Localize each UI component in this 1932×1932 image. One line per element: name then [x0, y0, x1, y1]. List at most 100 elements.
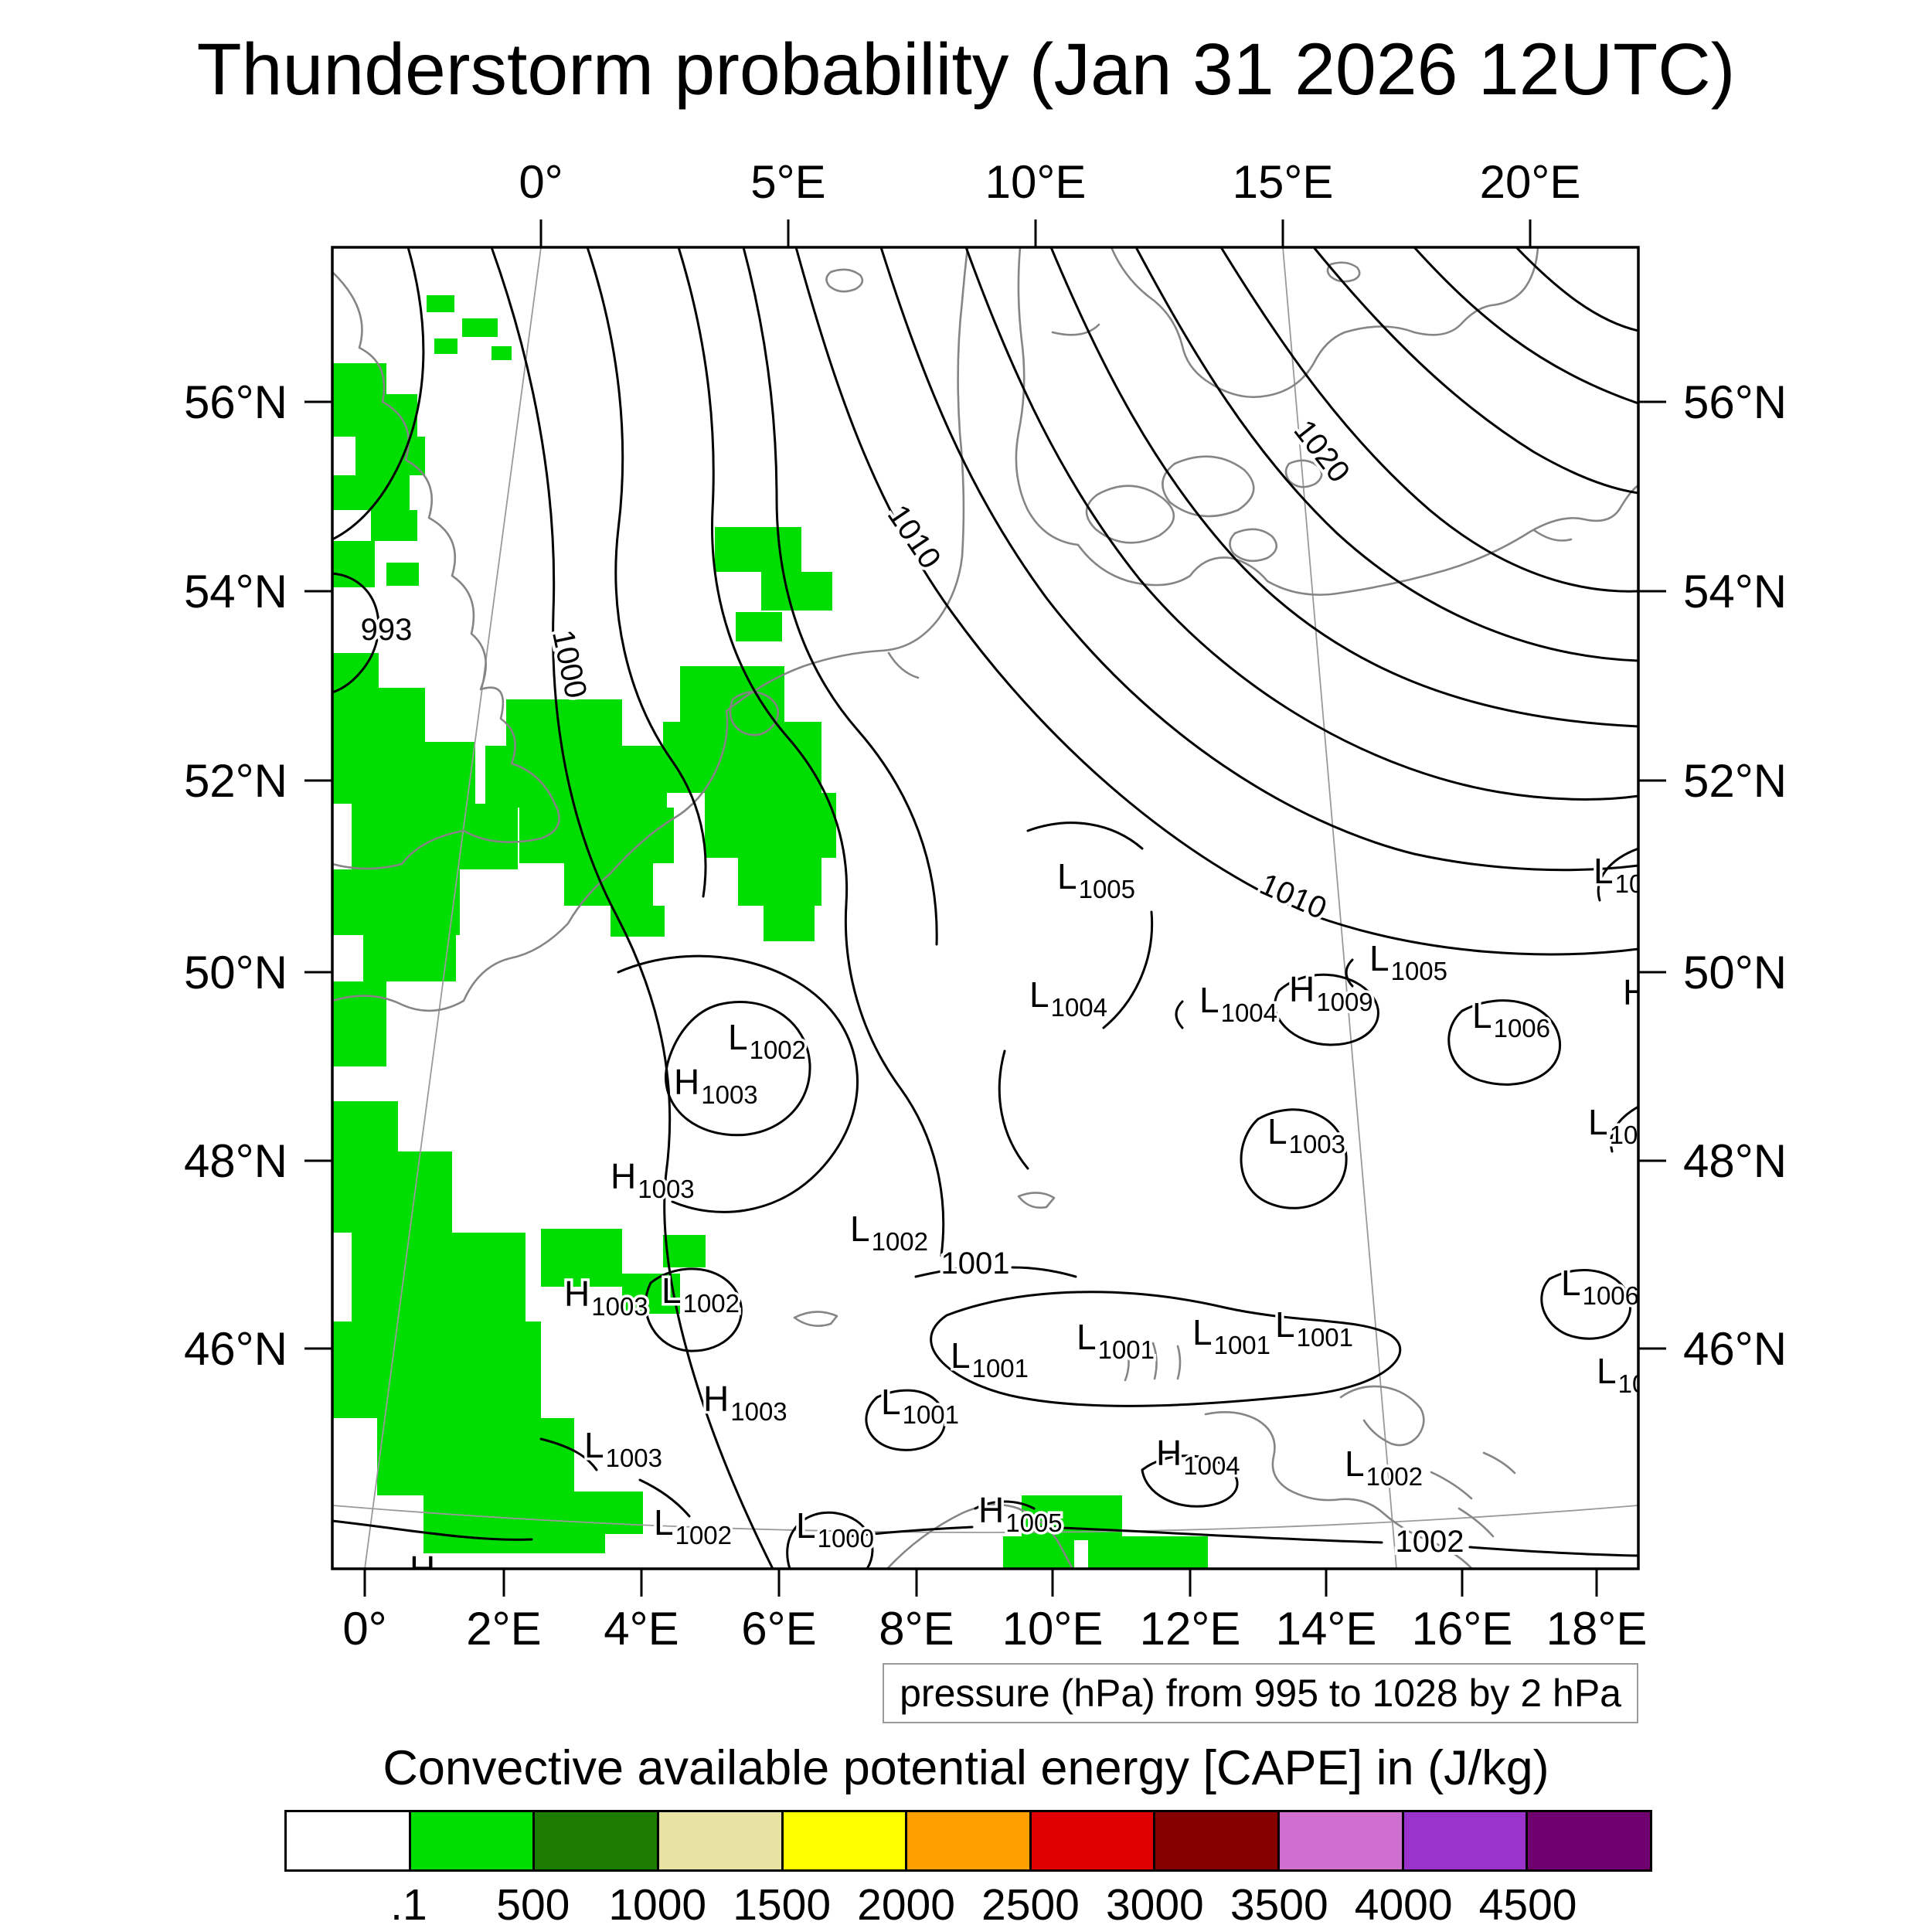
pressure-center-label: L1003: [1267, 1111, 1345, 1158]
map-frame: [331, 246, 1640, 1570]
bottom-tick-label: 16°E: [1412, 1603, 1513, 1655]
pressure-center-label: L1001: [1275, 1304, 1353, 1352]
isobar-1008-loop-h1009: [1274, 973, 1379, 1046]
isobar-1016: [1049, 247, 1638, 728]
colorbar-tick-label: 500: [496, 1880, 570, 1930]
pressure-center-label: L1002: [662, 1270, 740, 1318]
isobar-right-edge-arcs: [1597, 847, 1638, 1153]
pressure-center-label: H1003: [410, 1549, 494, 1596]
pressure-center-label: L1001: [1192, 1312, 1270, 1359]
isobar-1018: [1134, 247, 1638, 662]
colorbar-tick-label: .1: [390, 1880, 427, 1930]
colorbar-tick-label: 4500: [1478, 1880, 1577, 1930]
contour-label: 993: [361, 613, 413, 647]
isobar-1002-loop-france: [665, 1001, 811, 1137]
pressure-center-label: L1001: [881, 1382, 959, 1429]
contour-label: 1010: [1255, 867, 1332, 926]
coastline-denmark-islands: [1015, 247, 1278, 563]
bottom-tick-label: 0°: [342, 1603, 386, 1655]
isobar-993: [332, 572, 380, 694]
left-tick-label: 48°N: [184, 1135, 287, 1187]
right-tick-label: 46°N: [1683, 1323, 1787, 1375]
coastline-ijsselmeer: [729, 651, 920, 736]
pressure-center-label: L1006: [1594, 851, 1672, 898]
isobar-1022: [1312, 247, 1638, 495]
right-tick-label: 54°N: [1683, 566, 1787, 617]
pressure-center-label: L1001: [951, 1335, 1029, 1383]
isobar-1024: [1413, 247, 1638, 405]
cape-shading-layer: [332, 295, 1208, 1569]
bottom-tick-label: 2°E: [466, 1603, 541, 1655]
left-tick-label: 46°N: [184, 1323, 287, 1375]
left-tick-label: 56°N: [184, 376, 287, 428]
pressure-center-label: H1005: [978, 1490, 1063, 1537]
colorbar-tick-label: 3500: [1230, 1880, 1328, 1930]
top-tick-label: 15°E: [1233, 156, 1334, 208]
pressure-center-label: L1001: [1077, 1317, 1155, 1364]
right-tick-label: 50°N: [1683, 947, 1787, 998]
pressure-center-label: H1004: [1156, 1433, 1240, 1480]
contour-label: 1001: [941, 1247, 1010, 1281]
bottom-tick-label: 14°E: [1276, 1603, 1377, 1655]
isobar-1012: [879, 247, 1638, 872]
pressure-note: pressure (hPa) from 995 to 1028 by 2 hPa: [883, 1663, 1638, 1723]
pressure-center-label: L1005: [1597, 1351, 1675, 1398]
bottom-tick-label: 18°E: [1546, 1603, 1648, 1655]
isobar-1000: [490, 247, 774, 1569]
colorbar-tick-label: 2500: [981, 1880, 1080, 1930]
isobar-1010: [794, 247, 1638, 956]
isobar-1002-loop-s-france: [644, 1267, 743, 1352]
isobar-1004-strands-center: [998, 821, 1154, 1170]
chart-title: Thunderstorm probability (Jan 31 2026 12…: [196, 29, 1736, 111]
isobar-1006-loop-l1006: [1447, 999, 1562, 1086]
pressure-center-label: L1005: [1369, 938, 1447, 985]
coastline-continent: [332, 247, 969, 1012]
isobar-1000-loop-bottom: [786, 1511, 874, 1569]
coastline-britain: [332, 270, 560, 870]
pressure-center-label: L1002: [1345, 1444, 1423, 1491]
pressure-center-label: L1000: [796, 1505, 874, 1553]
isobar-c-marks: [1175, 958, 1354, 1029]
colorbar-tick-label: 4000: [1354, 1880, 1453, 1930]
pressure-center-label: L1002: [654, 1502, 732, 1549]
isobar-1014: [964, 247, 1638, 801]
isobar-1026: [1515, 247, 1638, 332]
contour-label: 1010: [881, 499, 947, 575]
contour-label: 1002: [1396, 1525, 1464, 1559]
top-tick-label: 10°E: [985, 156, 1087, 208]
meridian-0E: [364, 247, 542, 1569]
colorbar-segment: [287, 1812, 409, 1869]
isobar-1006-w: [677, 247, 945, 1257]
colorbar: [284, 1810, 1652, 1872]
isobar-1001-loop-w-po: [865, 1389, 947, 1451]
colorbar-segment: [1153, 1812, 1278, 1869]
pressure-center-label: L1003: [584, 1425, 662, 1472]
top-tick-label: 5°E: [750, 156, 825, 208]
colorbar-tick-label: 3000: [1105, 1880, 1204, 1930]
colorbar-tick-label: 1000: [608, 1880, 707, 1930]
bottom-tick-label: 4°E: [604, 1603, 679, 1655]
bottom-tick-label: 6°E: [741, 1603, 816, 1655]
colorbar-tick-label: 1500: [733, 1880, 832, 1930]
colorbar-tick-label: 2000: [857, 1880, 955, 1930]
isobar-1020: [1219, 247, 1638, 593]
isobar-1003-arc-france: [617, 954, 859, 1213]
colorbar-segment: [1277, 1812, 1402, 1869]
pressure-center-label: H1003: [564, 1274, 648, 1321]
pressure-center-label: L1006: [1561, 1263, 1639, 1310]
pressure-center-label: L1002: [728, 1017, 806, 1064]
meridian-15E: [1282, 247, 1397, 1569]
pressure-center-label: H1008: [1623, 972, 1707, 1019]
isobar-1004-w: [586, 247, 707, 898]
colorbar-segment: [656, 1812, 781, 1869]
pressure-center-label: H1009: [1289, 969, 1373, 1016]
pressure-center-label: L1005: [1057, 856, 1135, 903]
pressure-center-label: L1004: [1588, 1102, 1666, 1149]
parallel-45N: [332, 1505, 1638, 1533]
pressure-center-label: L1004: [1029, 975, 1107, 1022]
colorbar-labels: .1 500 1000 1500 2000 2500 3000 3500 4000 4500: [284, 1879, 1652, 1930]
